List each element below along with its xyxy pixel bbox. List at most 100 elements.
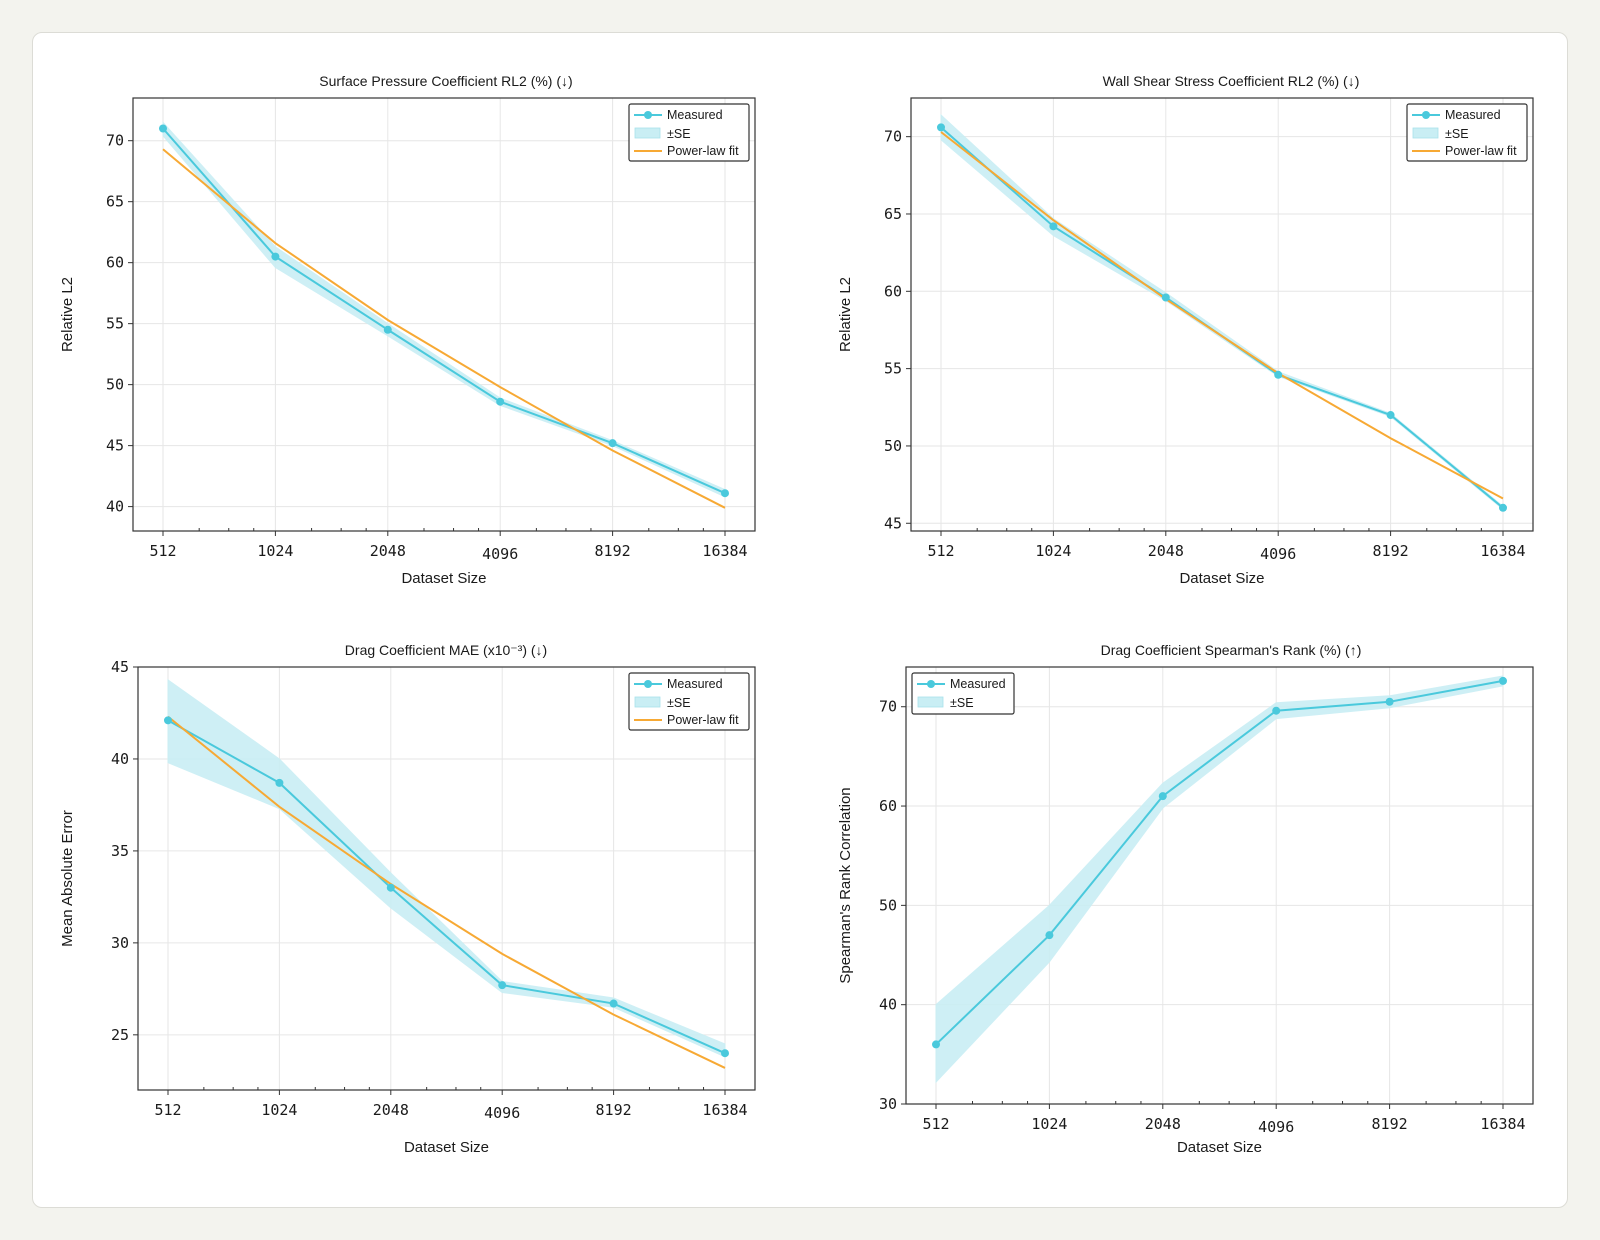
- chart-1: 40 45 50 55 60 65 70 512 1024 2048 4096 8192 16384 Su…: [59, 73, 756, 587]
- y-tick-label: 70: [106, 132, 124, 150]
- y-tick-label: 50: [884, 437, 902, 455]
- legend-measured-marker: [644, 680, 652, 688]
- figure-card: [32, 32, 1568, 1208]
- measured-point: [1499, 503, 1507, 512]
- measured-point: [1045, 931, 1054, 940]
- legend-fit-label: Power-law fit: [667, 713, 739, 727]
- measured-point: [496, 397, 505, 406]
- measured-point: [164, 716, 172, 725]
- y-tick-label: 35: [111, 842, 129, 860]
- y-tick-label: 70: [884, 128, 902, 146]
- y-tick-label: 30: [879, 1095, 897, 1113]
- measured-point: [1499, 676, 1507, 685]
- legend: Measured ±SE Power-law fit: [1406, 103, 1528, 162]
- y-tick-label: 45: [106, 437, 124, 455]
- measured-line: [167, 719, 726, 1055]
- y-tick-label: 65: [106, 193, 124, 211]
- y-axis-label: Spearman's Rank Correlation: [837, 787, 854, 983]
- x-tick-label: 512: [927, 542, 954, 560]
- measured-point: [271, 252, 280, 261]
- legend-band-swatch: [1412, 127, 1439, 139]
- plot-frame: [137, 666, 756, 1091]
- x-tick-label: 1024: [261, 1101, 297, 1119]
- y-axis-label: Relative L2: [837, 277, 854, 352]
- measured-point: [1158, 792, 1167, 801]
- y-tick-label: 40: [111, 750, 129, 768]
- measured-point: [721, 489, 729, 498]
- y-tick-label: 40: [106, 498, 124, 516]
- measured-point: [608, 439, 617, 448]
- legend-measured-label: Measured: [1445, 108, 1501, 122]
- y-tick-label: 65: [884, 205, 902, 223]
- x-tick-label: 16384: [1480, 542, 1525, 560]
- y-tick-label: 70: [879, 698, 897, 716]
- se-band: [167, 678, 726, 1058]
- y-tick-label: 55: [884, 360, 902, 378]
- legend-box: [628, 672, 750, 731]
- power-law-fit-line: [167, 715, 726, 1069]
- legend-box: [1406, 103, 1528, 162]
- y-tick-label: 40: [879, 996, 897, 1014]
- y-axis-label: Relative L2: [59, 277, 76, 352]
- y-axis-label: Mean Absolute Error: [59, 810, 76, 947]
- chart-title: Drag Coefficient MAE (x10⁻³) (↓): [345, 642, 547, 658]
- chart-2: 45 50 55 60 65 70 512 1024 2048 4096 8192 16384 Wall…: [837, 73, 1534, 587]
- measured-point: [386, 883, 395, 892]
- measured-point: [159, 124, 167, 133]
- y-tick-label: 45: [111, 658, 129, 676]
- x-axis-label: Dataset Size: [404, 1139, 489, 1156]
- measured-point: [1049, 222, 1058, 231]
- x-tick-label: 4096: [482, 545, 518, 563]
- x-tick-label: 4096: [1260, 545, 1296, 563]
- legend-measured-label: Measured: [667, 677, 723, 691]
- measured-point: [721, 1049, 729, 1058]
- y-tick-label: 55: [106, 315, 124, 333]
- power-law-fit-line: [162, 148, 726, 509]
- x-tick-label: 512: [149, 542, 176, 560]
- legend-band-swatch: [634, 127, 661, 139]
- measured-point: [275, 778, 284, 787]
- y-tick-label: 25: [111, 1026, 129, 1044]
- legend-measured-marker: [1422, 111, 1430, 119]
- legend: Measured ±SE Power-law fit: [628, 103, 750, 162]
- x-tick-label: 16384: [702, 1101, 747, 1119]
- x-tick-label: 8192: [596, 1101, 632, 1119]
- se-band: [940, 113, 1504, 511]
- x-tick-label: 2048: [370, 542, 406, 560]
- plot-frame: [910, 97, 1534, 532]
- measured-point: [1386, 411, 1395, 420]
- measured-point: [1272, 706, 1281, 715]
- x-tick-label: 1024: [257, 542, 293, 560]
- x-tick-label: 512: [922, 1115, 949, 1133]
- measured-point: [609, 999, 618, 1008]
- legend: Measured ±SE Power-law fit: [628, 672, 750, 731]
- legend-band-label: ±SE: [667, 696, 691, 710]
- legend-fit-label: Power-law fit: [667, 144, 739, 158]
- legend-band-label: ±SE: [950, 696, 974, 710]
- chart-title: Surface Pressure Coefficient RL2 (%) (↓): [319, 73, 572, 89]
- x-tick-label: 8192: [1373, 542, 1409, 560]
- chart-title: Wall Shear Stress Coefficient RL2 (%) (↓…: [1103, 73, 1360, 89]
- legend: Measured ±SE: [911, 672, 1015, 715]
- plot-frame: [905, 666, 1534, 1105]
- measured-point: [1161, 293, 1170, 302]
- x-tick-label: 1024: [1035, 542, 1071, 560]
- legend-band-label: ±SE: [1445, 127, 1469, 141]
- measured-point: [383, 325, 392, 334]
- measured-line: [940, 126, 1504, 509]
- y-tick-label: 50: [106, 376, 124, 394]
- se-band: [935, 675, 1504, 1084]
- x-tick-label: 8192: [595, 542, 631, 560]
- measured-line: [935, 679, 1504, 1046]
- x-tick-label: 4096: [1258, 1118, 1294, 1136]
- y-tick-label: 60: [106, 254, 124, 272]
- plot-frame: [132, 97, 756, 532]
- legend-band-label: ±SE: [667, 127, 691, 141]
- y-tick-label: 60: [884, 282, 902, 300]
- x-axis-label: Dataset Size: [401, 570, 486, 587]
- legend-measured-label: Measured: [667, 108, 723, 122]
- measured-point: [937, 123, 945, 132]
- x-tick-label: 1024: [1031, 1115, 1067, 1133]
- measured-point: [498, 981, 507, 990]
